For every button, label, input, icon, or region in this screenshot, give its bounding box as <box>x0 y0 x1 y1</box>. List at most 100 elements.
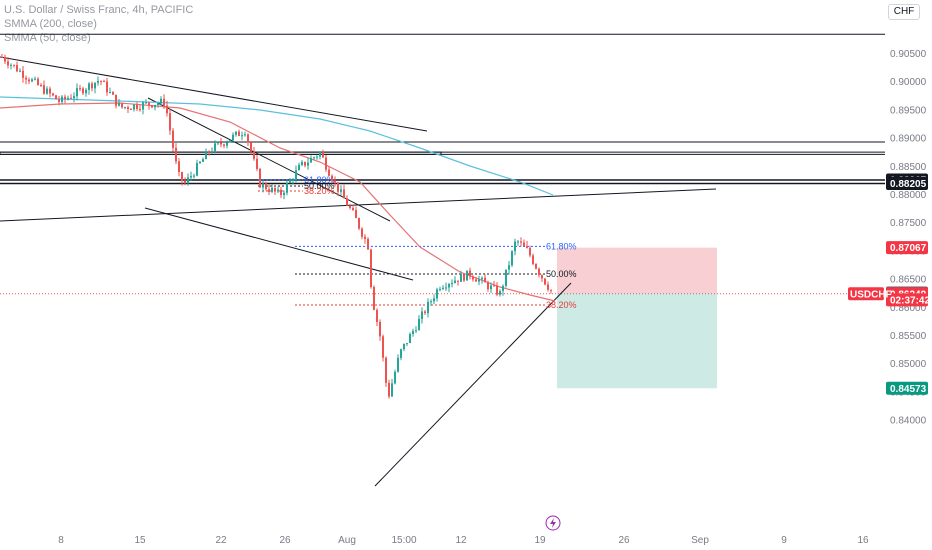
candle-body <box>4 56 6 62</box>
candle-body <box>412 330 414 334</box>
candle-body <box>361 228 363 237</box>
candle-body <box>319 152 321 157</box>
candle-body <box>271 187 273 192</box>
price-tag <box>886 241 928 255</box>
fib-level-label: 50.00% <box>546 269 577 279</box>
x-tick-label: 15:00 <box>391 535 416 546</box>
candle-body <box>226 142 228 146</box>
candle-body <box>49 88 51 94</box>
candle-body <box>376 309 378 322</box>
candle-body <box>109 92 111 94</box>
candle-body <box>190 176 192 178</box>
x-tick-label: 16 <box>857 535 869 546</box>
y-tick-label: 0.84000 <box>890 416 927 427</box>
candle-body <box>514 241 516 252</box>
resistance-box <box>0 151 442 155</box>
candle-body <box>274 187 276 192</box>
candle-body <box>67 97 69 100</box>
candle-body <box>337 182 339 192</box>
candle-body <box>238 131 240 137</box>
candle-body <box>439 288 441 290</box>
trend-line <box>0 188 717 222</box>
candle-body <box>16 65 18 72</box>
candle-body <box>52 93 54 96</box>
candle-body <box>196 163 198 176</box>
candle-body <box>244 134 246 136</box>
candle-body <box>46 88 48 94</box>
candle-body <box>334 181 336 183</box>
candle-body <box>409 333 411 344</box>
price-tag-label: 0.88205 <box>890 179 927 190</box>
candle-body <box>193 175 195 177</box>
price-tag-label: 0.84573 <box>890 384 927 395</box>
candle-body <box>10 64 12 66</box>
price-tag <box>886 381 928 395</box>
candle-body <box>490 285 492 290</box>
y-tick-label: 0.88500 <box>890 162 927 173</box>
candle-body <box>157 103 159 105</box>
candle-body <box>64 96 66 100</box>
candle-body <box>445 287 447 289</box>
trend-line <box>147 97 391 222</box>
symbol-tag <box>848 287 884 301</box>
candle-body <box>385 357 387 383</box>
candle-body <box>172 130 174 148</box>
candle-body <box>214 143 216 152</box>
currency-button[interactable]: CHF <box>888 4 920 20</box>
x-tick-label: Aug <box>338 535 356 546</box>
candle-body <box>256 158 258 169</box>
candle-body <box>529 247 531 256</box>
candle-body <box>511 251 513 266</box>
y-tick-label: 0.89000 <box>890 134 927 145</box>
candle-body <box>118 103 120 106</box>
candle-body <box>247 134 249 143</box>
candle-body <box>115 94 117 106</box>
candle-body <box>406 343 408 345</box>
candle-body <box>112 92 114 95</box>
candle-body <box>472 276 474 280</box>
candle-body <box>124 107 126 109</box>
candle-body <box>283 192 285 196</box>
x-tick-label: 8 <box>58 535 64 546</box>
candle-body <box>34 78 36 80</box>
y-tick-label: 0.86500 <box>890 275 927 286</box>
candle-body <box>25 77 27 80</box>
legend-smma200: SMMA (200, close) <box>4 18 97 30</box>
y-tick-label: 0.86000 <box>890 303 927 314</box>
y-tick-label: 0.90000 <box>890 77 927 88</box>
candle-body <box>484 277 486 283</box>
candle-body <box>154 104 156 108</box>
candle-body <box>241 135 243 137</box>
candle-body <box>211 151 213 153</box>
candle-body <box>40 84 42 86</box>
candle-body <box>133 104 135 110</box>
candle-body <box>370 249 372 288</box>
candle-body <box>427 301 429 314</box>
fib-level-label: 38.20% <box>304 186 335 196</box>
candle-body <box>415 330 417 332</box>
candle-body <box>451 283 453 285</box>
candle-body <box>259 168 261 188</box>
candle-body <box>526 245 528 248</box>
candle-body <box>298 164 300 171</box>
event-marker-icon <box>545 515 561 531</box>
x-tick-label: 15 <box>134 535 146 546</box>
candle-body <box>43 85 45 94</box>
candle-body <box>310 158 312 163</box>
candles-group <box>1 53 552 399</box>
candle-body <box>76 88 78 97</box>
candle-body <box>532 255 534 264</box>
candle-body <box>391 383 393 397</box>
candle-body <box>358 218 360 229</box>
candle-body <box>145 102 147 104</box>
candle-body <box>475 279 477 282</box>
candle-body <box>13 64 15 66</box>
candle-body <box>304 161 306 166</box>
candle-body <box>97 80 99 83</box>
candle-body <box>538 268 540 276</box>
candle-body <box>127 107 129 110</box>
candle-body <box>139 108 141 110</box>
candle-body <box>373 287 375 310</box>
candle-body <box>37 78 39 85</box>
